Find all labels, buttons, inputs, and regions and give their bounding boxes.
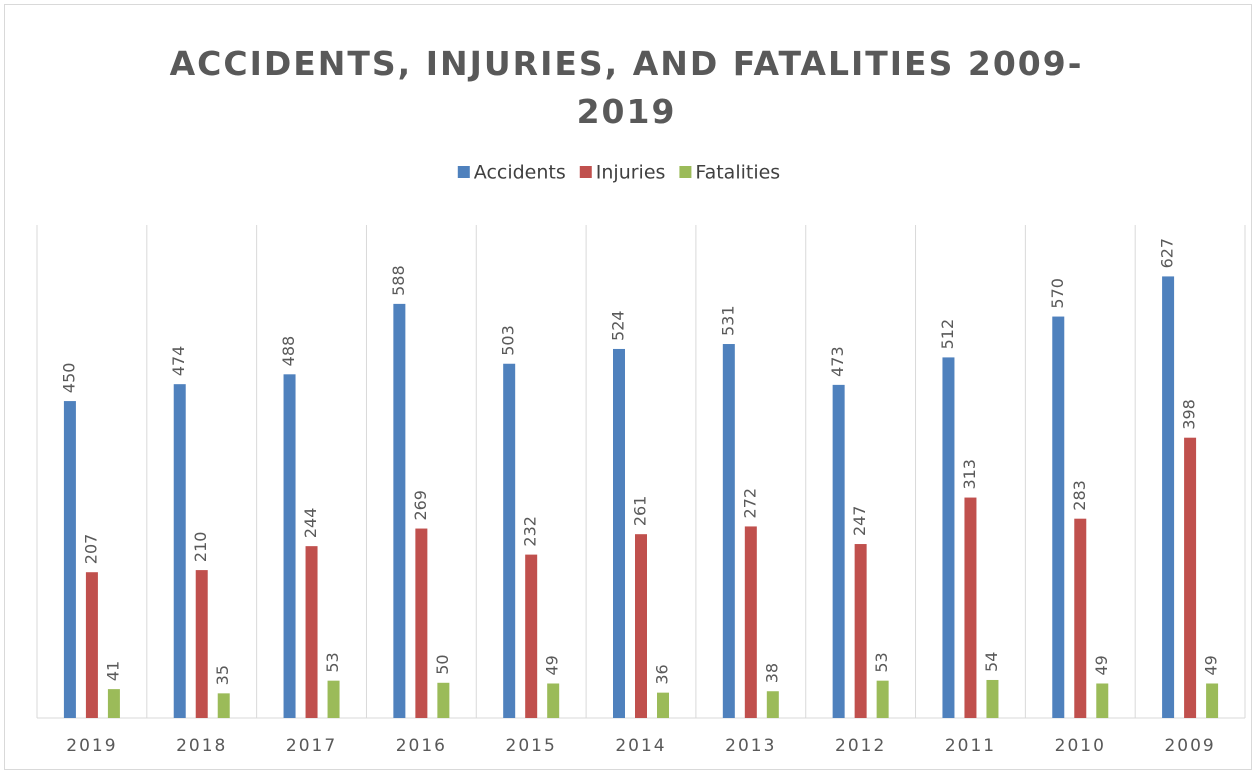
value-label: 570 bbox=[1048, 278, 1067, 309]
bar bbox=[305, 546, 318, 718]
bar bbox=[876, 680, 889, 718]
bar bbox=[415, 528, 428, 718]
value-label: 49 bbox=[543, 655, 562, 675]
x-tick-label: 2009 bbox=[1164, 736, 1215, 756]
bar bbox=[635, 534, 647, 718]
x-tick-label: 2011 bbox=[945, 736, 996, 756]
value-label: 244 bbox=[301, 508, 320, 539]
value-label: 272 bbox=[740, 488, 759, 519]
x-tick-label: 2014 bbox=[615, 736, 666, 756]
bar bbox=[1206, 683, 1219, 718]
value-label: 53 bbox=[872, 652, 891, 672]
value-label: 503 bbox=[499, 325, 518, 356]
x-tick-label: 2017 bbox=[286, 736, 337, 756]
value-label: 531 bbox=[718, 305, 737, 336]
value-label: 49 bbox=[1202, 655, 1221, 675]
value-label: 627 bbox=[1158, 238, 1177, 269]
x-tick-label: 2019 bbox=[66, 736, 117, 756]
bar bbox=[1052, 316, 1065, 718]
x-tick-label: 2015 bbox=[506, 736, 557, 756]
bar bbox=[547, 683, 560, 718]
bar bbox=[854, 544, 867, 718]
bar bbox=[195, 570, 208, 718]
bar bbox=[1074, 518, 1087, 718]
value-label: 50 bbox=[433, 654, 452, 674]
bar bbox=[942, 357, 955, 718]
bar bbox=[525, 554, 538, 718]
bar bbox=[85, 572, 98, 718]
x-tick-label: 2013 bbox=[725, 736, 776, 756]
bar bbox=[1184, 437, 1197, 718]
bar bbox=[173, 384, 186, 718]
value-label: 207 bbox=[81, 534, 100, 565]
value-label: 54 bbox=[982, 652, 1001, 672]
value-label: 36 bbox=[653, 664, 672, 684]
legend-swatch bbox=[457, 166, 470, 178]
value-label: 232 bbox=[521, 516, 540, 547]
chart-border bbox=[4, 4, 1252, 770]
value-label: 450 bbox=[59, 363, 78, 394]
value-label: 474 bbox=[169, 346, 188, 377]
value-label: 283 bbox=[1070, 480, 1089, 511]
legend-label: Accidents bbox=[474, 162, 566, 184]
value-label: 488 bbox=[279, 336, 298, 367]
bar bbox=[1162, 276, 1175, 718]
value-label: 247 bbox=[850, 505, 869, 536]
value-label: 588 bbox=[389, 265, 408, 296]
value-label: 49 bbox=[1092, 655, 1111, 675]
bar bbox=[722, 344, 735, 718]
value-label: 261 bbox=[631, 496, 650, 527]
bar bbox=[832, 384, 845, 718]
bar bbox=[107, 689, 120, 718]
value-label: 313 bbox=[960, 459, 979, 490]
bar bbox=[964, 497, 977, 718]
bar bbox=[327, 680, 340, 718]
value-label: 269 bbox=[411, 490, 430, 521]
bar bbox=[657, 692, 669, 718]
legend-label: Injuries bbox=[596, 162, 666, 184]
value-label: 524 bbox=[609, 310, 628, 341]
bar bbox=[766, 691, 779, 718]
bar bbox=[613, 348, 625, 718]
bar bbox=[986, 679, 999, 718]
legend-swatch bbox=[579, 166, 592, 178]
bar bbox=[1096, 683, 1109, 718]
legend-swatch bbox=[679, 166, 692, 178]
bar bbox=[217, 693, 230, 718]
x-tick-label: 2016 bbox=[396, 736, 447, 756]
x-tick-label: 2012 bbox=[835, 736, 886, 756]
value-label: 53 bbox=[323, 652, 342, 672]
chart-title: ACCIDENTS, INJURIES, AND FATALITIES 2009… bbox=[169, 44, 1084, 131]
x-tick-label: 2010 bbox=[1055, 736, 1106, 756]
x-tick-label: 2018 bbox=[176, 736, 227, 756]
value-label: 473 bbox=[828, 346, 847, 377]
value-label: 512 bbox=[938, 319, 957, 350]
bar bbox=[63, 401, 76, 718]
value-label: 35 bbox=[213, 665, 232, 685]
value-label: 41 bbox=[103, 661, 122, 681]
bar bbox=[503, 363, 516, 718]
bar bbox=[283, 374, 296, 718]
value-label: 210 bbox=[191, 532, 210, 563]
bar bbox=[437, 682, 450, 718]
value-label: 38 bbox=[762, 663, 781, 683]
bar bbox=[744, 526, 757, 718]
bar bbox=[393, 303, 406, 718]
legend-label: Fatalities bbox=[695, 162, 780, 184]
value-label: 398 bbox=[1180, 399, 1199, 430]
